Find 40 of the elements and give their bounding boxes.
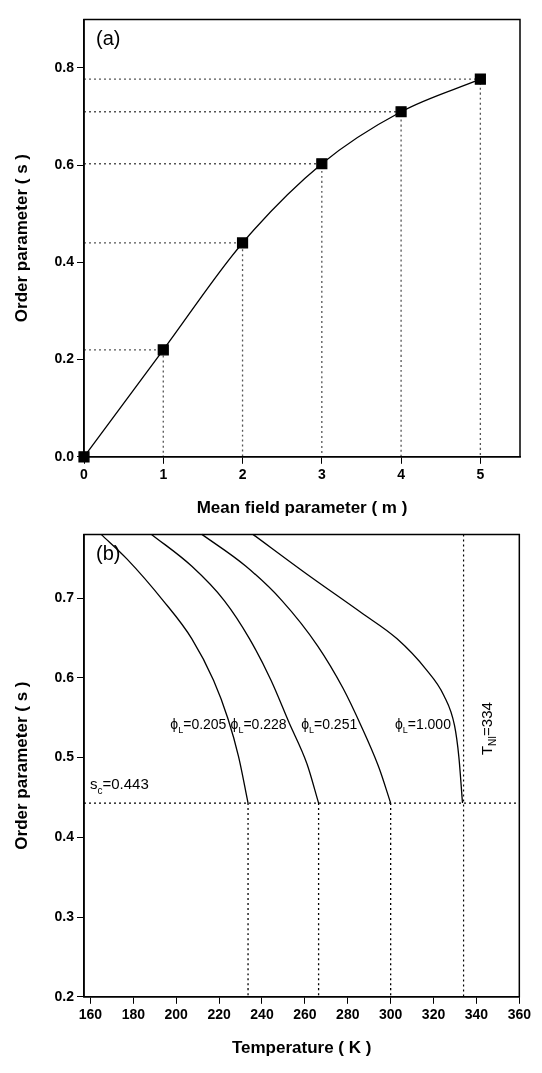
point	[236, 237, 249, 249]
y-tick-label: 0.2	[54, 350, 75, 367]
y-tick-label: 0.5	[54, 748, 75, 765]
y-tick-label: 0.8	[54, 58, 75, 75]
x-tick-label: 320	[421, 1006, 446, 1023]
x-axis-title: Temperature ( K )	[231, 1038, 372, 1058]
x-tick-label: 3	[317, 466, 326, 483]
ref-line-label: TNI=334	[477, 702, 499, 756]
point	[157, 344, 169, 356]
x-tick-label: 5	[476, 466, 485, 483]
y-tick-label: 0.2	[54, 987, 75, 1004]
x-tick-label: 180	[121, 1006, 146, 1023]
point	[474, 73, 486, 85]
x-tick-label: 4	[397, 466, 406, 483]
annotation: (b)	[96, 542, 121, 565]
x-tick-label: 200	[164, 1006, 189, 1023]
annotation: (a)	[96, 27, 121, 50]
x-tick-label: 0	[80, 466, 89, 483]
x-tick-label: 280	[336, 1006, 360, 1023]
y-tick-label: 0.6	[54, 668, 75, 685]
x-tick-label: 1	[159, 466, 168, 483]
y-axis-title: Order parameter ( s )	[11, 154, 31, 323]
x-tick-label: 300	[378, 1006, 403, 1023]
point	[316, 158, 328, 170]
x-tick-label: 2	[238, 466, 247, 483]
y-tick-label: 0.4	[54, 828, 75, 845]
x-tick-label: 240	[250, 1006, 274, 1023]
x-tick-label: 160	[78, 1006, 103, 1023]
x-tick-label: 220	[207, 1006, 231, 1023]
y-tick-label: 0.3	[54, 907, 75, 924]
y-tick-label: 0.7	[54, 589, 75, 606]
y-tick-label: 0.4	[54, 253, 75, 270]
x-axis-title: Mean field parameter ( m )	[196, 498, 408, 518]
y-tick-label: 0.6	[54, 156, 75, 173]
point	[395, 106, 407, 118]
y-tick-label: 0.0	[54, 447, 75, 464]
y-axis-title: Order parameter ( s )	[11, 681, 31, 850]
x-tick-label: 360	[507, 1006, 532, 1023]
x-tick-label: 260	[293, 1006, 317, 1023]
x-tick-label: 340	[464, 1006, 489, 1023]
